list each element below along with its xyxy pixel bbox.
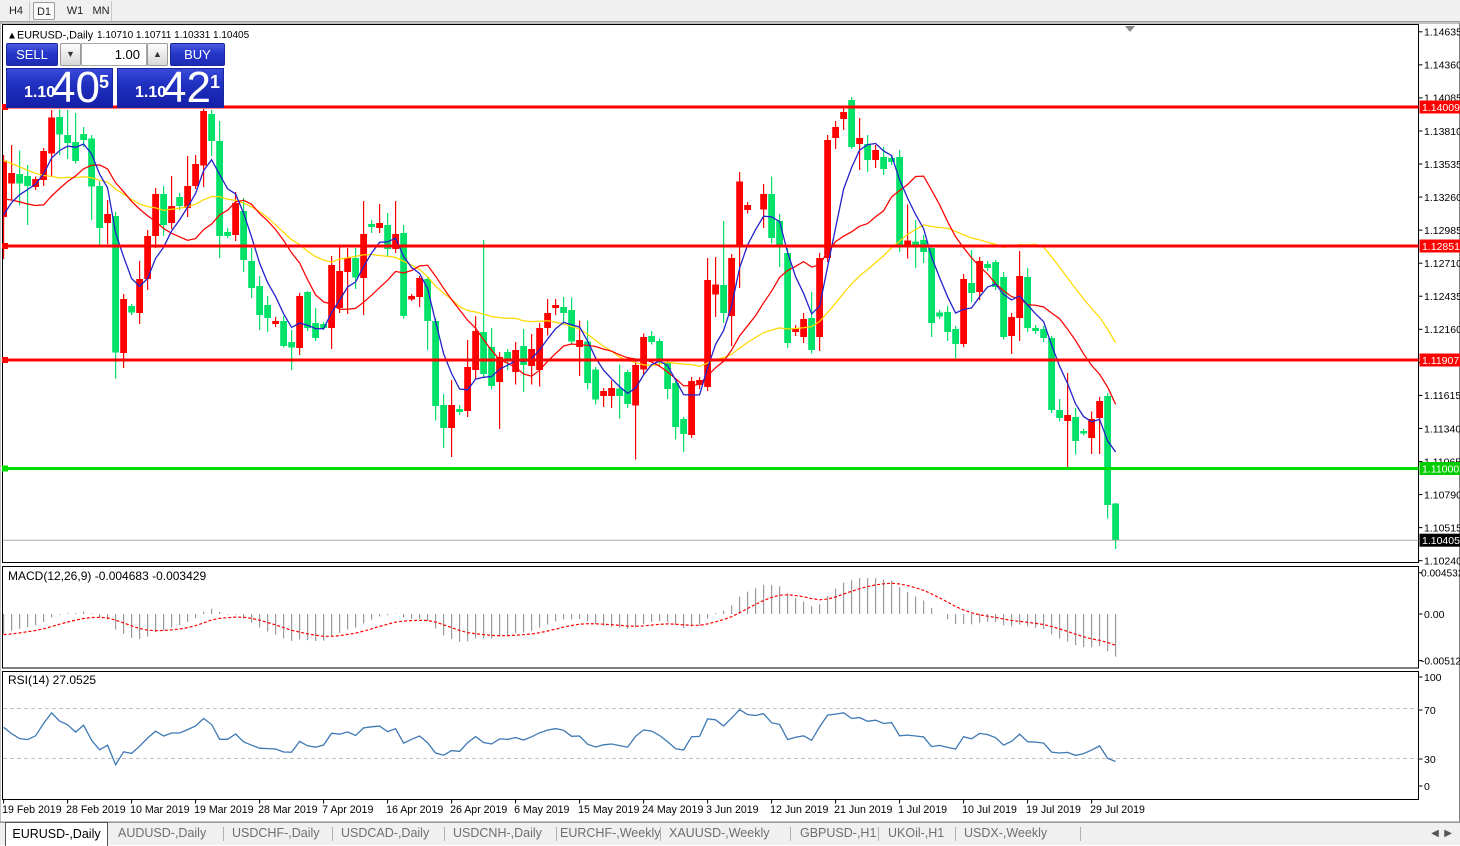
svg-text:1 Jul 2019: 1 Jul 2019 [898,804,947,816]
svg-text:EURUSD-,Daily: EURUSD-,Daily [17,30,94,42]
svg-text:1.10405: 1.10405 [1422,535,1460,547]
svg-text:15 May 2019: 15 May 2019 [578,804,639,816]
svg-text:1.12710: 1.12710 [1424,258,1460,270]
svg-text:28 Mar 2019: 28 Mar 2019 [258,804,318,816]
svg-text:1.12160: 1.12160 [1424,324,1460,336]
svg-text:0: 0 [1424,781,1430,793]
svg-text:1.14009: 1.14009 [1422,102,1460,114]
svg-text:28 Feb 2019: 28 Feb 2019 [66,804,126,816]
svg-text:1.10240: 1.10240 [1424,555,1460,567]
svg-text:1.10710 1.10711 1.10331 1.1040: 1.10710 1.10711 1.10331 1.10405 [97,30,250,41]
svg-text:1.11907: 1.11907 [1422,355,1459,367]
svg-text:RSI(14) 27.0525: RSI(14) 27.0525 [8,673,96,687]
svg-text:100: 100 [1424,672,1442,684]
svg-text:10 Jul 2019: 10 Jul 2019 [962,804,1017,816]
svg-text:29 Jul 2019: 29 Jul 2019 [1090,804,1145,816]
svg-text:▲: ▲ [7,31,17,42]
svg-text:MACD(12,26,9) -0.004683 -0.003: MACD(12,26,9) -0.004683 -0.003429 [8,569,206,583]
svg-text:0.004532: 0.004532 [1421,569,1460,580]
svg-text:1.12985: 1.12985 [1424,225,1460,237]
svg-text:19 Mar 2019: 19 Mar 2019 [194,804,254,816]
svg-text:1.13810: 1.13810 [1424,126,1460,138]
svg-text:1.14635: 1.14635 [1424,27,1460,39]
svg-text:1.10515: 1.10515 [1424,522,1460,534]
svg-text:30: 30 [1424,754,1436,766]
svg-text:16 Apr 2019: 16 Apr 2019 [386,804,443,816]
svg-text:-0.005122: -0.005122 [1421,656,1460,667]
svg-text:12 Jun 2019: 12 Jun 2019 [770,804,828,816]
svg-text:1.14360: 1.14360 [1424,60,1460,72]
svg-text:24 May 2019: 24 May 2019 [642,804,703,816]
svg-text:1.11615: 1.11615 [1424,390,1460,402]
svg-text:70: 70 [1424,705,1436,717]
svg-text:10 Mar 2019: 10 Mar 2019 [130,804,190,816]
svg-text:0.00: 0.00 [1424,609,1445,621]
svg-text:6 May 2019: 6 May 2019 [514,804,569,816]
svg-text:1.13535: 1.13535 [1424,159,1460,171]
svg-text:1.11000: 1.11000 [1422,463,1459,475]
svg-text:1.13260: 1.13260 [1424,192,1460,204]
svg-text:21 Jun 2019: 21 Jun 2019 [834,804,892,816]
svg-text:19 Jul 2019: 19 Jul 2019 [1026,804,1081,816]
svg-text:3 Jun 2019: 3 Jun 2019 [706,804,759,816]
svg-text:7 Apr 2019: 7 Apr 2019 [322,804,373,816]
svg-text:1.11340: 1.11340 [1424,423,1460,435]
svg-text:1.10790: 1.10790 [1424,489,1460,501]
svg-text:19 Feb 2019: 19 Feb 2019 [2,804,62,816]
svg-text:1.12435: 1.12435 [1424,291,1460,303]
svg-text:26 Apr 2019: 26 Apr 2019 [450,804,507,816]
svg-text:1.12851: 1.12851 [1422,241,1460,253]
